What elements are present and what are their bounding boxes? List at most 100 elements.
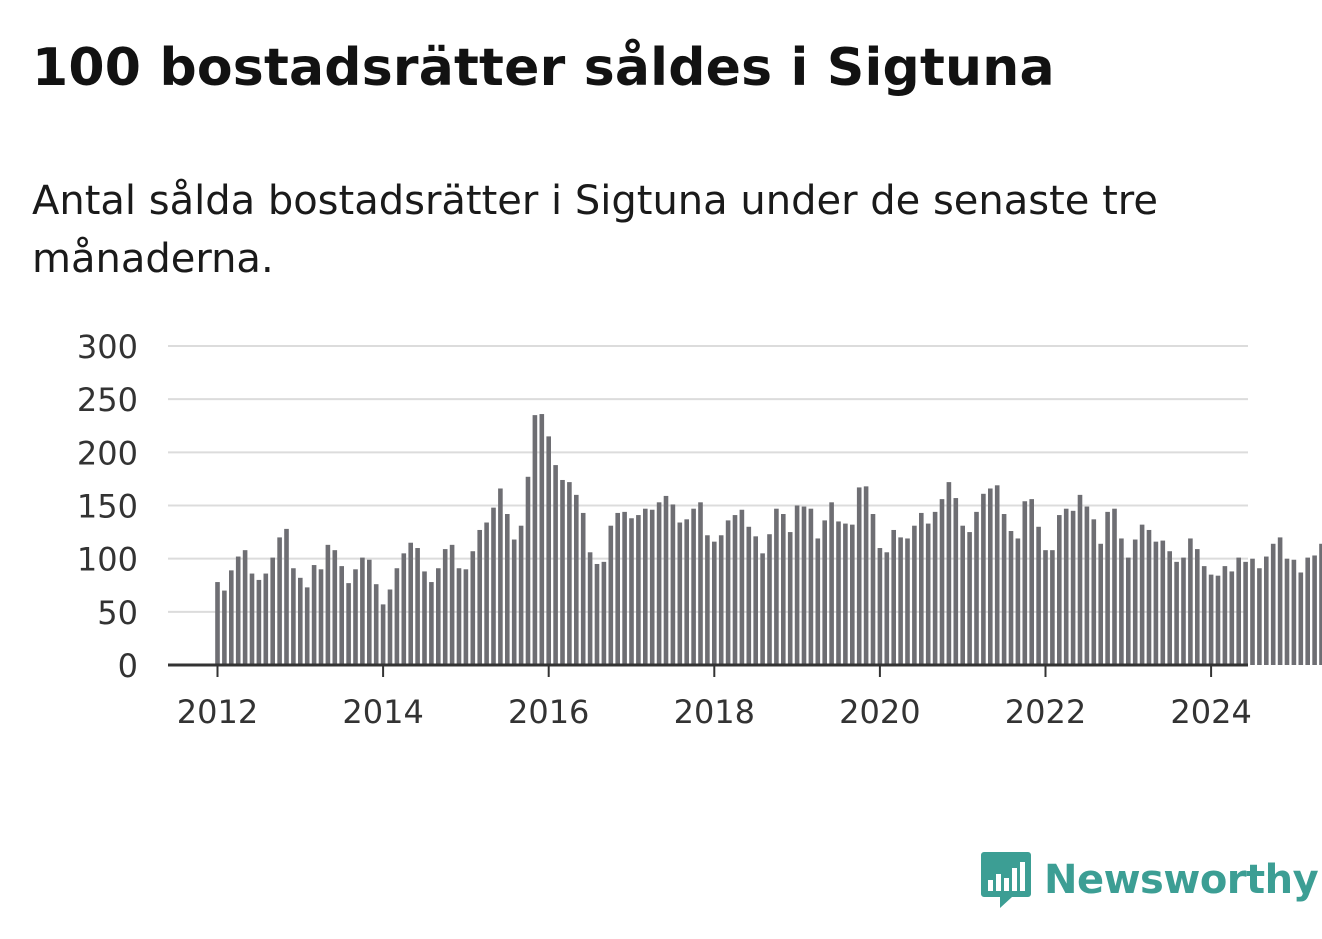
bar	[850, 524, 855, 665]
bar	[1112, 508, 1117, 665]
bar	[912, 525, 917, 665]
bar	[353, 569, 358, 665]
bar	[829, 502, 834, 665]
bar	[1022, 501, 1028, 665]
x-tick-label: 2016	[508, 693, 589, 731]
bar	[318, 569, 324, 665]
bar	[518, 525, 524, 665]
bar	[567, 482, 572, 665]
bar	[270, 557, 275, 665]
bar	[546, 436, 551, 665]
bar	[1181, 557, 1186, 665]
x-tick-label: 2020	[839, 693, 920, 731]
bar	[822, 520, 827, 665]
bar	[422, 571, 427, 665]
bar	[656, 502, 662, 665]
y-tick-label: 300	[77, 328, 138, 366]
bar	[981, 493, 986, 665]
bar	[877, 548, 883, 665]
bar	[1146, 529, 1152, 665]
bar	[408, 542, 413, 665]
bar	[277, 537, 282, 665]
y-tick-label: 250	[77, 381, 138, 419]
bar	[891, 529, 896, 665]
bar	[870, 514, 876, 665]
bar	[1153, 541, 1159, 665]
bar	[553, 465, 558, 665]
bar	[919, 512, 924, 665]
bar	[491, 507, 496, 665]
bar	[1215, 575, 1221, 665]
bar	[511, 539, 517, 665]
bar	[298, 577, 303, 665]
bar	[477, 529, 482, 665]
bar	[367, 559, 372, 665]
bar	[215, 582, 220, 665]
y-tick-label: 100	[77, 541, 138, 579]
x-tick-label: 2018	[674, 693, 755, 731]
bar	[1126, 557, 1131, 665]
bar	[932, 511, 938, 665]
bar	[960, 525, 965, 665]
bar	[1132, 539, 1138, 665]
bar	[601, 561, 607, 665]
chart-subtitle: Antal sålda bostadsrätter i Sigtuna unde…	[32, 178, 1158, 282]
bar	[415, 548, 420, 665]
newsworthy-logo-icon	[981, 852, 1031, 908]
bar	[1070, 510, 1076, 665]
bar	[242, 550, 248, 665]
bar	[725, 520, 731, 665]
bar	[1160, 540, 1166, 665]
bar	[484, 522, 489, 665]
y-tick-label: 150	[77, 488, 138, 526]
x-tick-label: 2022	[1005, 693, 1086, 731]
bar	[291, 568, 296, 665]
bar	[325, 544, 331, 665]
bar-chart: 0 50 100 150 200 250 300 2012 2014 2016 2018 2020 2…	[77, 328, 1322, 731]
bar	[946, 482, 952, 665]
bar	[767, 534, 772, 665]
bar	[636, 515, 641, 665]
bar	[1008, 531, 1014, 665]
bar	[229, 570, 234, 665]
bar	[753, 536, 758, 665]
bar	[1077, 494, 1083, 665]
bar	[1229, 571, 1235, 665]
bar	[856, 487, 862, 665]
bar	[781, 514, 786, 665]
bar	[1250, 558, 1255, 665]
bar	[429, 582, 434, 665]
bar	[1277, 537, 1283, 665]
bar	[1298, 572, 1304, 665]
bar	[698, 502, 703, 665]
bar	[1222, 566, 1228, 665]
bar	[387, 589, 393, 665]
bar	[360, 557, 365, 665]
bar	[463, 569, 469, 665]
bar	[580, 512, 586, 665]
bar	[256, 579, 262, 665]
bar	[1174, 561, 1179, 665]
bar	[1050, 550, 1055, 665]
bar	[470, 551, 476, 665]
bar	[1264, 556, 1269, 665]
bar	[574, 494, 579, 665]
bar	[235, 556, 241, 665]
bar	[346, 583, 351, 665]
bar	[684, 519, 689, 665]
bar	[815, 538, 821, 665]
bar	[304, 587, 310, 665]
bar	[774, 508, 779, 665]
bar	[939, 499, 945, 665]
brand-name: Newsworthy	[1044, 857, 1319, 903]
bar	[622, 511, 627, 665]
bar	[739, 509, 745, 665]
bar	[498, 488, 503, 665]
bar	[1319, 543, 1322, 665]
bar	[1001, 514, 1007, 665]
bar	[442, 549, 448, 665]
bar	[670, 504, 676, 665]
bar	[843, 523, 848, 665]
bar	[1029, 499, 1034, 665]
bar	[1236, 557, 1241, 665]
